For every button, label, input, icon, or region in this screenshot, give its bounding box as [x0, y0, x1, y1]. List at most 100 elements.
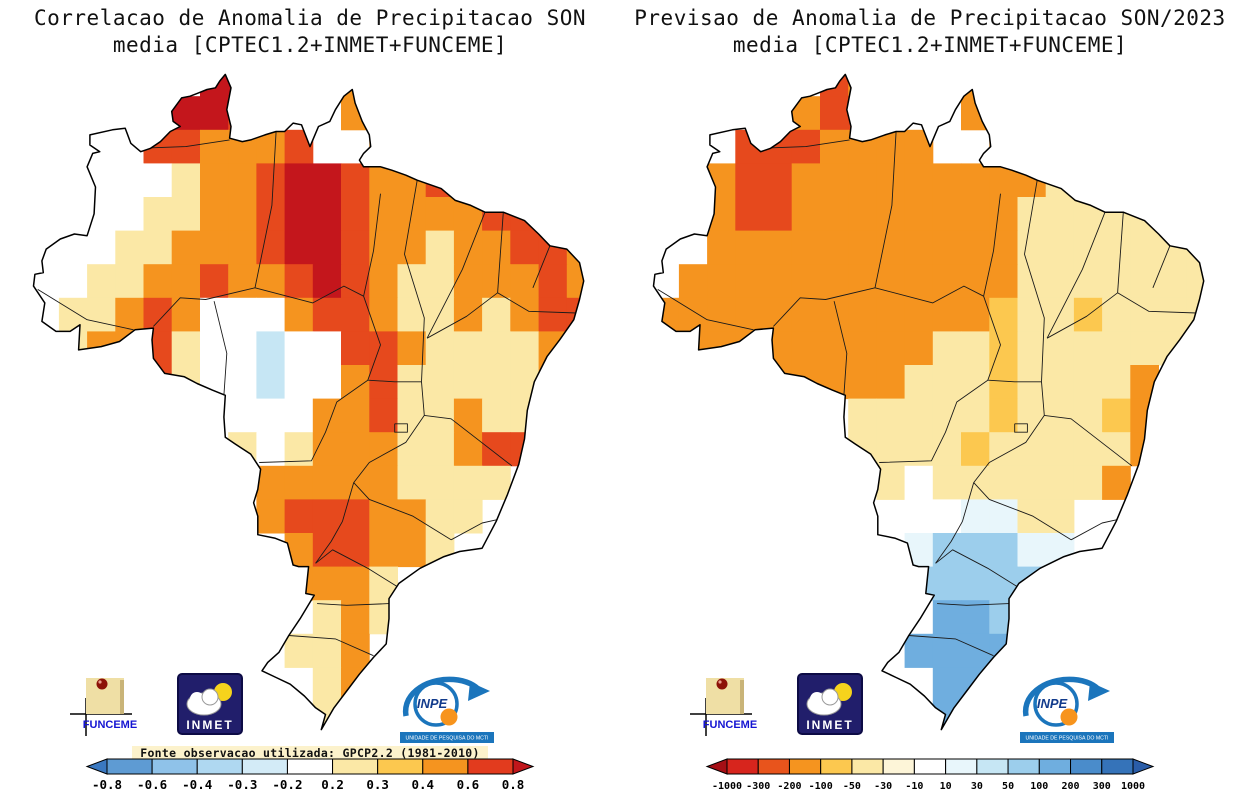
grid-cell	[397, 264, 427, 299]
grid-cell	[848, 163, 877, 198]
grid-cell	[453, 163, 483, 198]
grid-cell	[453, 331, 483, 366]
grid-cell	[932, 365, 962, 400]
colorbar-tick-label: -0.2	[272, 777, 302, 792]
grid-cell	[256, 197, 286, 232]
grid-cell	[510, 230, 539, 265]
colorbar-tick-label: 0.6	[457, 777, 480, 792]
colorbar-tick-label: -50	[843, 781, 861, 792]
grid-cell	[312, 163, 342, 198]
state-border	[983, 296, 1001, 381]
grid-cell	[143, 297, 173, 332]
grid-cell	[369, 96, 398, 131]
grid-cell	[425, 331, 455, 366]
grid-cell	[735, 365, 764, 400]
grid-cell	[678, 331, 708, 366]
colorbar-arrow-right	[1132, 758, 1155, 775]
grid-cell	[989, 331, 1018, 366]
colorbar-tick-label: -100	[809, 781, 833, 792]
grid-cell	[1130, 264, 1159, 299]
grid-cell	[848, 96, 877, 131]
grid-cell	[228, 297, 257, 332]
grid-cell	[482, 331, 511, 366]
grid-cell	[904, 365, 934, 400]
grid-cell	[538, 297, 568, 332]
grid-cell	[904, 398, 934, 433]
grid-cell	[256, 499, 286, 534]
grid-cell	[312, 566, 342, 601]
grid-cell	[932, 264, 962, 299]
grid-cell	[1158, 197, 1188, 232]
grid-cell	[876, 365, 906, 400]
grid-cell	[961, 432, 990, 467]
state-border	[833, 301, 848, 396]
grid-cell	[848, 197, 877, 232]
grid-cell	[228, 230, 257, 265]
grid-cell	[961, 398, 990, 433]
state-border	[937, 603, 1010, 606]
grid-cell	[763, 365, 793, 400]
grid-cell	[848, 398, 877, 433]
grid-cell	[312, 365, 342, 400]
funceme-ball	[96, 678, 108, 690]
grid-cell	[989, 633, 1018, 668]
grid-cell	[425, 533, 455, 568]
grid-cell	[678, 365, 708, 400]
grid-cell	[58, 365, 88, 400]
grid-cell	[1186, 297, 1204, 332]
forecast-title-line2: media [CPTEC1.2+INMET+FUNCEME]	[732, 33, 1128, 57]
grid-cell	[397, 533, 427, 568]
grid-cell	[538, 398, 568, 433]
grid-cell	[453, 230, 483, 265]
inmet-label: INMET	[186, 718, 233, 732]
state-border	[908, 635, 994, 657]
grid-cell	[1045, 331, 1075, 366]
grid-cell	[1017, 197, 1047, 232]
grid-cell	[848, 129, 877, 164]
grid-cell	[791, 297, 821, 332]
grid-cell	[284, 499, 314, 534]
colorbar-tick-label: -0.3	[227, 777, 257, 792]
colorbar-arrow-right	[512, 758, 535, 775]
grid-cell	[369, 129, 398, 164]
inpe-label: INPE	[417, 696, 448, 711]
cloud-puff-right	[201, 688, 219, 706]
correlation-title-line2: media [CPTEC1.2+INMET+FUNCEME]	[112, 33, 508, 57]
grid-cell	[171, 365, 201, 400]
grid-cell	[312, 600, 342, 635]
grid-cell	[932, 465, 962, 500]
grid-cell	[538, 264, 568, 299]
grid-cell	[284, 264, 314, 299]
grid-cell	[58, 297, 88, 332]
grid-cell	[820, 264, 849, 299]
colorbar-segment	[1070, 758, 1103, 775]
state-border	[973, 381, 1045, 483]
grid-cell	[87, 398, 116, 433]
grid-cell	[763, 297, 793, 332]
inpe-bar	[1020, 732, 1114, 743]
grid-cell	[1073, 465, 1103, 500]
grid-cell	[848, 297, 877, 332]
grid-cell	[397, 398, 427, 433]
grid-cell	[932, 197, 962, 232]
forecast-colorbar: -1000 -300 -200 -100 -50 -30 -10 10 30 50 100 200 30…	[705, 758, 1155, 792]
grid-cell	[228, 74, 257, 97]
grid-cell	[876, 398, 906, 433]
grid-cell	[1102, 432, 1131, 467]
grid-cell	[1045, 197, 1075, 232]
arrowhead-icon	[1088, 682, 1110, 701]
grid-cell	[171, 331, 201, 366]
colorbar-tick-label: 100	[1030, 781, 1048, 792]
funceme-square-shade	[740, 680, 744, 714]
grid-cell	[453, 465, 483, 500]
grid-cell	[369, 465, 398, 500]
grid-cell	[256, 365, 286, 400]
grid-cell	[904, 331, 934, 366]
grid-cell	[961, 264, 990, 299]
grid-cell	[989, 297, 1018, 332]
state-border	[874, 131, 897, 288]
grid-cell	[707, 197, 736, 232]
grid-cell	[228, 163, 257, 198]
forecast-title-line1: Previsao de Anomalia de Precipitacao SON…	[634, 6, 1226, 30]
colorbar-segment	[1007, 758, 1040, 775]
